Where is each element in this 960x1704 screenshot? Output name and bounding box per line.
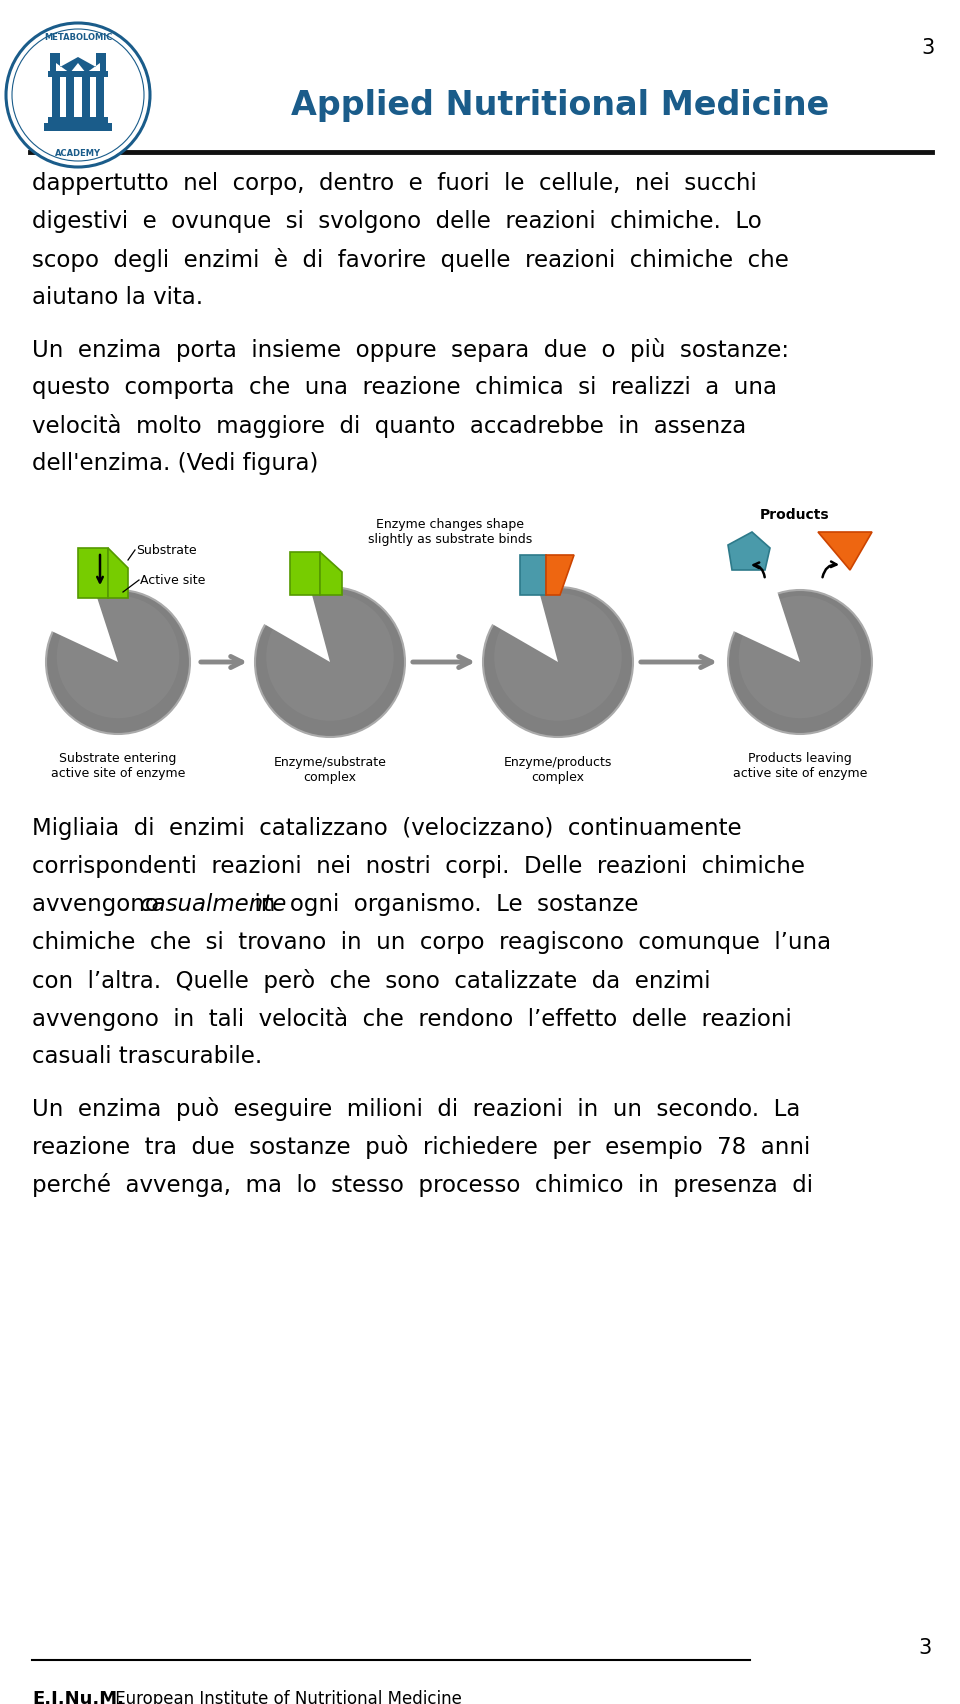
Polygon shape <box>546 556 574 595</box>
Text: 3: 3 <box>919 1638 932 1658</box>
Text: chimiche  che  si  trovano  in  un  corpo  reagiscono  comunque  l’una: chimiche che si trovano in un corpo reag… <box>32 930 831 954</box>
Polygon shape <box>108 549 128 598</box>
Circle shape <box>255 586 405 738</box>
Text: E.I.Nu.M.: E.I.Nu.M. <box>32 1690 124 1704</box>
Text: Enzyme/substrate
complex: Enzyme/substrate complex <box>274 757 387 784</box>
Bar <box>48 118 108 123</box>
Polygon shape <box>78 549 108 598</box>
Text: casualmente: casualmente <box>140 893 287 917</box>
Circle shape <box>46 590 190 734</box>
Text: European Institute of Nutritional Medicine: European Institute of Nutritional Medici… <box>110 1690 462 1704</box>
Text: perché  avvenga,  ma  lo  stesso  processo  chimico  in  presenza  di: perché avvenga, ma lo stesso processo ch… <box>32 1172 813 1196</box>
Text: METABOLOMIC: METABOLOMIC <box>44 32 112 41</box>
Text: ACADEMY: ACADEMY <box>55 148 101 157</box>
Circle shape <box>7 24 149 165</box>
Text: Products: Products <box>760 508 829 521</box>
Circle shape <box>266 593 394 721</box>
Wedge shape <box>261 586 330 661</box>
Text: Products leaving
active site of enzyme: Products leaving active site of enzyme <box>732 751 867 780</box>
Text: Enzyme/products
complex: Enzyme/products complex <box>504 757 612 784</box>
Bar <box>44 123 112 131</box>
Text: Migliaia  di  enzimi  catalizzano  (velocizzano)  continuamente: Migliaia di enzimi catalizzano (velocizz… <box>32 816 742 840</box>
Polygon shape <box>818 532 872 571</box>
Wedge shape <box>49 590 118 661</box>
Polygon shape <box>520 556 546 595</box>
Text: dappertutto  nel  corpo,  dentro  e  fuori  le  cellule,  nei  succhi: dappertutto nel corpo, dentro e fuori le… <box>32 172 756 194</box>
Bar <box>96 77 104 118</box>
Text: corrispondenti  reazioni  nei  nostri  corpi.  Delle  reazioni  chimiche: corrispondenti reazioni nei nostri corpi… <box>32 855 805 878</box>
Polygon shape <box>728 532 770 571</box>
Text: velocità  molto  maggiore  di  quanto  accadrebbe  in  assenza: velocità molto maggiore di quanto accadr… <box>32 414 746 438</box>
Text: avvengono  in  tali  velocità  che  rendono  l’effetto  delle  reazioni: avvengono in tali velocità che rendono l… <box>32 1007 792 1031</box>
Circle shape <box>494 593 622 721</box>
Text: Applied Nutritional Medicine: Applied Nutritional Medicine <box>291 89 829 121</box>
Text: con  l’altra.  Quelle  però  che  sono  catalizzate  da  enzimi: con l’altra. Quelle però che sono catali… <box>32 970 710 993</box>
Text: reazione  tra  due  sostanze  può  richiedere  per  esempio  78  anni: reazione tra due sostanze può richiedere… <box>32 1135 810 1159</box>
Text: avvengono: avvengono <box>32 893 174 917</box>
Text: Un  enzima  porta  insieme  oppure  separa  due  o  più  sostanze:: Un enzima porta insieme oppure separa du… <box>32 337 789 361</box>
Wedge shape <box>732 590 800 661</box>
Text: Enzyme changes shape
slightly as substrate binds: Enzyme changes shape slightly as substra… <box>368 518 532 545</box>
Bar <box>66 77 74 118</box>
Circle shape <box>739 596 861 717</box>
Text: Substrate: Substrate <box>136 544 197 557</box>
Circle shape <box>728 590 872 734</box>
Text: questo  comporta  che  una  reazione  chimica  si  realizzi  a  una: questo comporta che una reazione chimica… <box>32 377 777 399</box>
Text: dell'enzima. (Vedi figura): dell'enzima. (Vedi figura) <box>32 452 319 475</box>
Text: Active site: Active site <box>140 574 205 586</box>
Polygon shape <box>290 552 320 595</box>
Text: 3: 3 <box>922 37 935 58</box>
Text: casuali trascurabile.: casuali trascurabile. <box>32 1045 262 1068</box>
Polygon shape <box>320 552 342 595</box>
Text: in  ogni  organismo.  Le  sostanze: in ogni organismo. Le sostanze <box>240 893 638 917</box>
Bar <box>82 77 90 118</box>
Bar <box>52 77 60 118</box>
Polygon shape <box>50 53 106 77</box>
Text: Substrate entering
active site of enzyme: Substrate entering active site of enzyme <box>51 751 185 780</box>
Text: Un  enzima  può  eseguire  milioni  di  reazioni  in  un  secondo.  La: Un enzima può eseguire milioni di reazio… <box>32 1097 801 1121</box>
Text: digestivi  e  ovunque  si  svolgono  delle  reazioni  chimiche.  Lo: digestivi e ovunque si svolgono delle re… <box>32 210 761 233</box>
Text: scopo  degli  enzimi  è  di  favorire  quelle  reazioni  chimiche  che: scopo degli enzimi è di favorire quelle … <box>32 249 789 273</box>
Bar <box>48 72 108 77</box>
Circle shape <box>483 586 633 738</box>
Text: aiutano la vita.: aiutano la vita. <box>32 286 204 308</box>
Wedge shape <box>490 586 558 661</box>
Circle shape <box>57 596 180 717</box>
